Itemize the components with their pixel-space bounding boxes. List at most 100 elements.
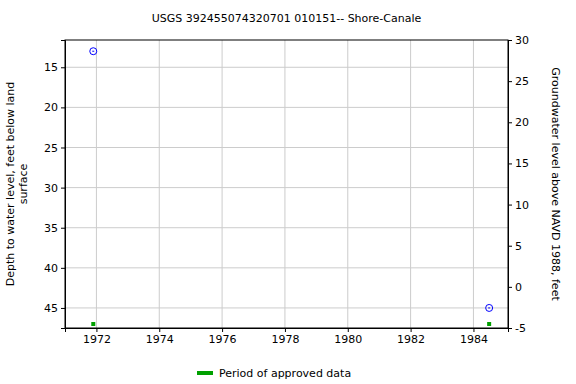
tick: 20 — [508, 116, 529, 129]
grid-line — [65, 307, 508, 308]
tick-mark — [61, 147, 65, 148]
tick: 45 — [44, 302, 65, 315]
grid-line — [410, 40, 411, 328]
tick-label: 25 — [515, 75, 529, 88]
tick: 35 — [44, 222, 65, 235]
tick-mark — [473, 328, 474, 332]
tick: 1980 — [334, 328, 362, 346]
y-axis: 15 20 25 30 35 40 45 — [44, 41, 66, 329]
grid-line — [65, 187, 508, 188]
tick: 1984 — [460, 328, 488, 346]
tick: 30 — [44, 182, 65, 195]
tick-mark — [61, 268, 65, 269]
tick: 20 — [44, 101, 65, 114]
tick-mark — [61, 107, 65, 108]
tick-label: 5 — [515, 240, 522, 253]
legend: Period of approved data — [197, 367, 351, 380]
y2-axis-title: Groundwater level above NAVD 1988, feet — [549, 67, 562, 301]
tick: 25 — [508, 75, 529, 88]
tick-mark — [508, 81, 512, 82]
grid-line — [222, 40, 223, 328]
tick: 15 — [44, 61, 65, 74]
tick: 1972 — [83, 328, 111, 346]
tick: 1976 — [209, 328, 237, 346]
grid-line — [284, 40, 285, 328]
tick-mark — [411, 328, 412, 332]
tick-label: 45 — [44, 302, 58, 315]
data-point — [90, 48, 97, 55]
tick-label: 35 — [44, 222, 58, 235]
tick-mark — [61, 228, 65, 229]
tick-mark — [508, 122, 512, 123]
grid-line — [65, 147, 508, 148]
legend-swatch — [197, 371, 213, 375]
tick-label: 1974 — [146, 333, 174, 346]
tick-label: 1982 — [397, 333, 425, 346]
tick-label: 30 — [515, 34, 529, 47]
tick-label: 20 — [44, 101, 58, 114]
tick-label: -5 — [515, 322, 526, 335]
tick-mark — [348, 328, 349, 332]
tick-mark — [222, 328, 223, 332]
title: USGS 392455074320701 010151-- Shore-Cana… — [152, 12, 422, 25]
tick-label: 15 — [44, 61, 58, 74]
tick-label: 25 — [44, 142, 58, 155]
tick-mark — [159, 328, 160, 332]
tick: 10 — [508, 199, 529, 212]
tick-label: 1972 — [83, 333, 111, 346]
tick: 15 — [508, 157, 529, 170]
tick-label: 40 — [44, 262, 58, 275]
tick: 5 — [508, 240, 522, 253]
tick: 1982 — [397, 328, 425, 346]
tick-label: 1980 — [334, 333, 362, 346]
tick-mark — [61, 67, 65, 68]
tick: 40 — [44, 262, 65, 275]
data-point — [486, 304, 493, 311]
tick-mark — [61, 308, 65, 309]
tick-mark — [508, 328, 512, 329]
tick-label: 1978 — [271, 333, 299, 346]
grid-line — [96, 40, 97, 328]
tick: -5 — [508, 322, 526, 335]
legend-label: Period of approved data — [219, 367, 351, 380]
tick-label: 30 — [44, 182, 58, 195]
grid-line — [65, 227, 508, 228]
grid-line — [159, 40, 160, 328]
grid — [65, 40, 508, 328]
approved-period — [91, 322, 95, 326]
tick-mark — [508, 246, 512, 247]
tick-label: 0 — [515, 281, 522, 294]
marker-dot — [488, 307, 490, 308]
tick-label: 1976 — [209, 333, 237, 346]
y2-axis: -5 0 5 10 15 20 25 30 — [508, 34, 529, 335]
grid-line — [347, 40, 348, 328]
grid-line — [65, 267, 508, 268]
tick: 25 — [44, 142, 65, 155]
chart: 1972 1974 1976 1978 1980 1982 1984 15 20 25 30 35 40… — [0, 0, 576, 384]
tick-mark — [96, 328, 97, 332]
tick: 0 — [508, 281, 522, 294]
grid-line — [473, 40, 474, 328]
tick-mark — [508, 163, 512, 164]
tick: 30 — [508, 34, 529, 47]
plot-frame — [65, 40, 508, 328]
tick: 1974 — [146, 328, 174, 346]
approved-period — [487, 322, 491, 326]
plot-area — [90, 48, 493, 326]
grid-line — [65, 107, 508, 108]
tick-mark — [508, 205, 512, 206]
tick-mark — [508, 40, 512, 41]
grid-line — [65, 67, 508, 68]
y-axis-title: Depth to water level, feet below landsur… — [4, 82, 30, 287]
tick-label: 10 — [515, 199, 529, 212]
axis-line — [61, 41, 66, 329]
tick-mark — [61, 188, 65, 189]
tick-label: 15 — [515, 157, 529, 170]
tick: 1978 — [271, 328, 299, 346]
x-axis: 1972 1974 1976 1978 1980 1982 1984 — [66, 328, 509, 346]
marker-dot — [92, 51, 94, 52]
tick-label: 1984 — [460, 333, 488, 346]
axis-line — [66, 329, 509, 333]
axis-line — [509, 41, 513, 329]
tick-mark — [508, 287, 512, 288]
